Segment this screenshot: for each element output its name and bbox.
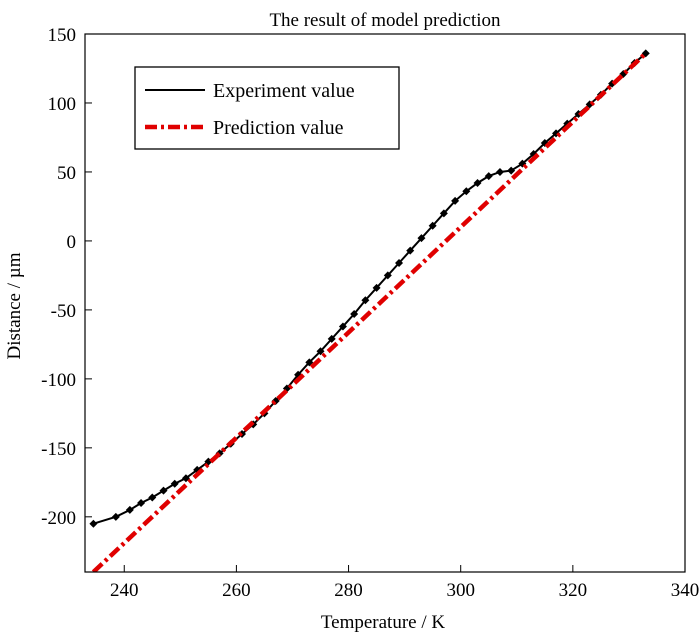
legend-box xyxy=(134,66,400,150)
plot-area: 240 260 280 300 320 340 -200 -150 -100 -50 0 50 100 1… xyxy=(41,25,699,601)
experiment-point xyxy=(406,246,415,255)
plot-frame xyxy=(84,33,686,573)
experiment-point xyxy=(137,499,146,508)
experiment-point xyxy=(484,172,493,181)
experiment-point xyxy=(428,221,437,230)
y-tick-label: 150 xyxy=(48,25,77,46)
axis-layer: 240 260 280 300 320 340 -200 -150 -100 -50 0 50 100 1… xyxy=(41,25,699,601)
experiment-point xyxy=(361,296,370,305)
prediction-line xyxy=(91,51,648,572)
experiment-point xyxy=(395,258,404,267)
legend-experiment-label: Experiment value xyxy=(213,80,355,102)
experiment-point xyxy=(451,196,460,205)
series-layer xyxy=(89,49,650,572)
experiment-point xyxy=(148,493,157,502)
x-axis-label: Temperature / K xyxy=(321,612,446,633)
experiment-point xyxy=(350,310,359,319)
x-tick-label: 280 xyxy=(334,580,363,601)
y-tick-label: -50 xyxy=(51,301,76,322)
experiment-point xyxy=(159,486,168,495)
experiment-point xyxy=(327,334,336,343)
experiment-point xyxy=(111,512,120,521)
experiment-point xyxy=(338,322,347,331)
y-tick-label: 0 xyxy=(67,232,77,253)
y-tick-label: -100 xyxy=(41,370,76,391)
y-axis-label: Distance / µm xyxy=(4,252,25,359)
legend-prediction-label: Prediction value xyxy=(213,117,344,139)
x-tick-label: 340 xyxy=(671,580,700,601)
experiment-point xyxy=(495,167,504,176)
experiment-point xyxy=(89,519,98,528)
experiment-point xyxy=(125,505,134,514)
y-tick-label: 100 xyxy=(48,94,77,115)
y-tick-label: -200 xyxy=(41,508,76,529)
experiment-point xyxy=(417,234,426,243)
x-tick-label: 320 xyxy=(559,580,588,601)
x-tick-label: 300 xyxy=(446,580,475,601)
experiment-point xyxy=(507,166,516,175)
experiment-point xyxy=(316,347,325,356)
chart-title: The result of model prediction xyxy=(269,10,501,31)
experiment-point xyxy=(170,479,179,488)
y-tick-label: -150 xyxy=(41,439,76,460)
experiment-point xyxy=(439,209,448,218)
experiment-point xyxy=(372,283,381,292)
experiment-point xyxy=(473,178,482,187)
y-tick-label: 50 xyxy=(57,163,76,184)
x-tick-label: 260 xyxy=(222,580,251,601)
x-tick-label: 240 xyxy=(110,580,139,601)
experiment-point xyxy=(383,271,392,280)
legend[interactable]: Experiment value Prediction value xyxy=(134,66,400,150)
experiment-point xyxy=(462,187,471,196)
